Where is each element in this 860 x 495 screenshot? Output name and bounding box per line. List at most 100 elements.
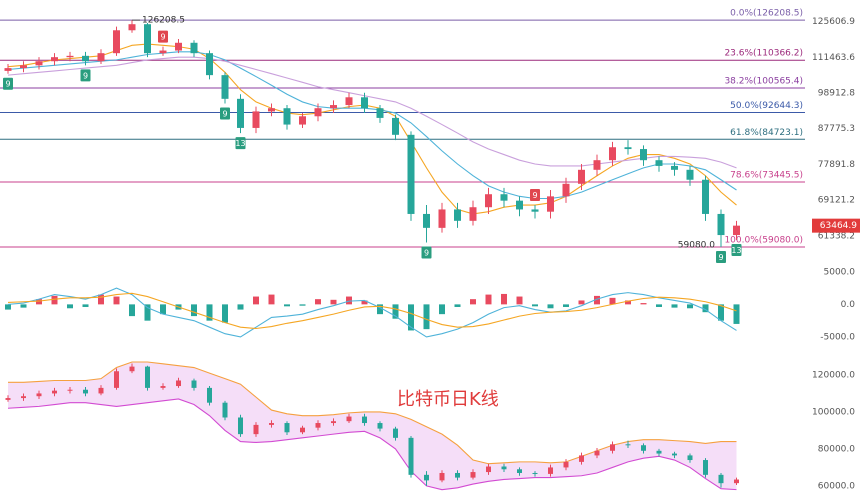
candle-body (578, 169, 585, 184)
candle-body (531, 209, 539, 212)
candle-body (36, 393, 42, 397)
macd-bar (67, 304, 73, 309)
macd-bar (408, 304, 414, 331)
td-marker (80, 69, 91, 82)
candle-body (283, 108, 291, 125)
candle-body (207, 387, 212, 403)
candle-body (82, 55, 89, 62)
candle-body (206, 53, 213, 76)
macd-bar (315, 299, 321, 305)
macd-bar (423, 304, 430, 330)
candle-body (284, 423, 290, 433)
candle-body (190, 42, 198, 54)
candle-body (253, 424, 259, 435)
macd-bar (516, 296, 523, 305)
candle-body (655, 160, 663, 166)
candle-body (5, 398, 11, 400)
candle-body (114, 371, 119, 388)
band-fill (8, 361, 737, 490)
macd-bar (702, 304, 709, 313)
moving-average (7, 43, 737, 215)
candle-body (98, 387, 104, 394)
y-tick-label: 77891.8 (818, 160, 855, 170)
moving-average (7, 51, 737, 200)
candle-body (83, 389, 88, 394)
td-label: 9 (718, 253, 723, 262)
candle-body (21, 396, 26, 399)
td-marker (731, 243, 742, 256)
price-tag-label: 63464.9 (820, 221, 857, 231)
candle-body (500, 194, 508, 201)
y-tick-label: 111463.6 (812, 53, 855, 63)
candle-body (547, 196, 554, 212)
y-tick-label: 5000.0 (824, 267, 856, 277)
fib-label: 78.6%(73445.5) (730, 170, 803, 180)
candle-body (128, 24, 136, 31)
fib-label: 50.0%(92644.3) (730, 101, 803, 111)
candle-body (176, 380, 181, 387)
candle-body (160, 386, 166, 388)
macd-bar (144, 304, 151, 321)
candle-body (516, 200, 523, 210)
macd-bar (51, 295, 58, 305)
fib-label: 38.2%(100565.4) (724, 77, 803, 87)
candle-body (469, 207, 477, 221)
candle-body (548, 467, 553, 474)
candle-body (625, 444, 631, 446)
macd-bar (330, 299, 337, 305)
candle-body (562, 183, 570, 197)
candle-body (501, 466, 507, 470)
candle-body (300, 427, 305, 433)
y-tick-label: 87775.3 (818, 124, 855, 134)
y-tick-label: 61338.2 (818, 231, 855, 241)
fib-label: 23.6%(110366.2) (724, 49, 803, 59)
macd-bar (609, 297, 616, 305)
candle-body (144, 24, 151, 54)
macd-bar (392, 304, 399, 319)
td-marker (421, 246, 432, 259)
macd-bar (563, 304, 569, 307)
macd-bar (718, 304, 724, 321)
y-tick-label: -5000.0 (820, 332, 855, 342)
candle-body (702, 179, 709, 214)
macd-bar (191, 304, 197, 317)
candle-body (594, 450, 600, 456)
candle-body (51, 57, 58, 62)
candle-body (362, 416, 367, 424)
fib-label: 61.8%(84723.1) (730, 128, 803, 138)
macd-bar (640, 303, 647, 305)
macd-bar (98, 294, 104, 305)
macd-bar (237, 304, 244, 310)
macd-bar (687, 304, 693, 309)
candle-body (221, 75, 229, 99)
candle-body (439, 472, 445, 481)
td-marker (220, 107, 230, 120)
macd-bar (268, 294, 275, 305)
candle-body (175, 42, 182, 51)
td-marker (530, 189, 540, 202)
candle-body (734, 479, 739, 484)
candle-body (470, 472, 476, 478)
td-label: 9 (222, 109, 227, 118)
macd-bar (439, 304, 445, 315)
candle-body (671, 165, 678, 170)
td-label: 9 (424, 248, 429, 257)
td-label: 9 (5, 80, 10, 89)
candle-body (222, 402, 228, 418)
high-label: 126208.5 (142, 16, 185, 26)
candle-body (52, 390, 57, 394)
candle-body (4, 68, 12, 71)
low-label: 59080.0 (678, 241, 715, 251)
candle-body (129, 366, 135, 372)
macd-bar (485, 294, 492, 305)
macd-bar (253, 296, 259, 305)
candle-body (610, 444, 615, 451)
td-label: 9 (83, 71, 88, 80)
candle-body (392, 117, 399, 135)
candle-body (314, 108, 322, 117)
y-tick-label: 80000.0 (818, 444, 855, 454)
macd-bar (594, 295, 600, 305)
candle-body (718, 474, 724, 484)
